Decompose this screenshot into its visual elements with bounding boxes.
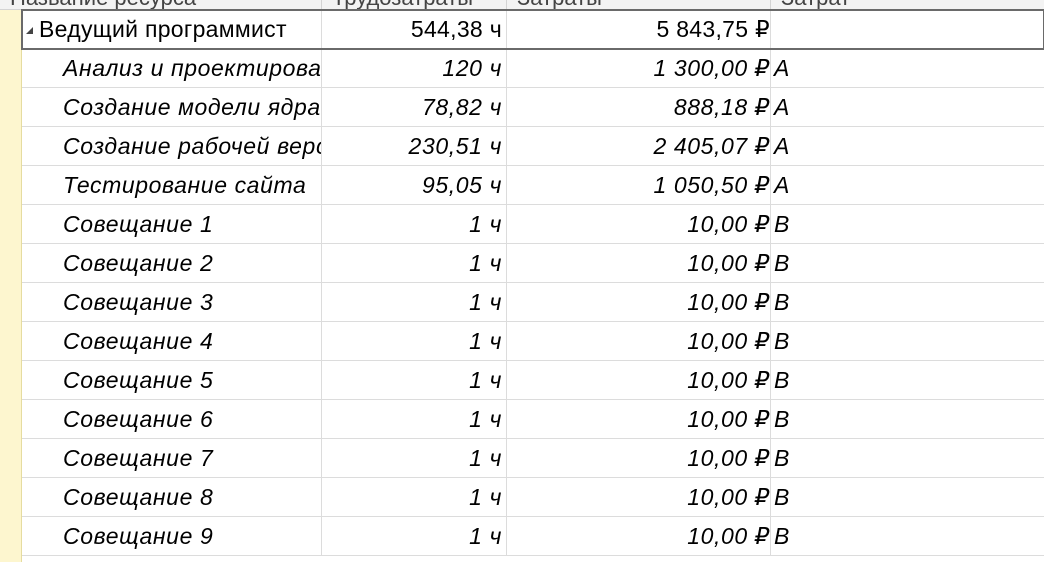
table-row[interactable]: Создание рабочей версии 230,51 ч 2 405,0…: [22, 127, 1044, 166]
accrual-cell[interactable]: B: [774, 328, 790, 354]
cost-cell[interactable]: 10,00 ₽: [507, 439, 771, 478]
column-header-label: Название ресурса: [10, 0, 196, 10]
work-cell[interactable]: 120 ч: [322, 49, 507, 88]
column-header-row: Название ресурса Трудозатраты Затраты За…: [0, 0, 1044, 10]
cost-cell[interactable]: 10,00 ₽: [507, 361, 771, 400]
accrual-cell[interactable]: A: [774, 133, 790, 159]
table-row[interactable]: Совещание 1 1 ч 10,00 ₽ B: [22, 205, 1044, 244]
table-row[interactable]: Совещание 4 1 ч 10,00 ₽ B: [22, 322, 1044, 361]
cost-cell[interactable]: 2 405,07 ₽: [507, 127, 771, 166]
cost-cell[interactable]: 10,00 ₽: [507, 400, 771, 439]
table-row[interactable]: Совещание 3 1 ч 10,00 ₽ B: [22, 283, 1044, 322]
accrual-cell[interactable]: [771, 10, 1044, 49]
row-indicator-column: [0, 10, 22, 562]
table-row[interactable]: Тестирование сайта 95,05 ч 1 050,50 ₽ A: [22, 166, 1044, 205]
accrual-cell[interactable]: B: [774, 484, 790, 510]
cost-cell[interactable]: 10,00 ₽: [507, 244, 771, 283]
column-header-label: Затрат: [781, 0, 850, 10]
table-row[interactable]: Совещание 6 1 ч 10,00 ₽ B: [22, 400, 1044, 439]
table-row[interactable]: Совещание 9 1 ч 10,00 ₽ B: [22, 517, 1044, 556]
task-name-cell[interactable]: Совещание 5: [22, 361, 322, 400]
cost-cell[interactable]: 1 050,50 ₽: [507, 166, 771, 205]
task-name-cell[interactable]: Совещание 8: [22, 478, 322, 517]
column-header-cost[interactable]: Затраты: [507, 0, 771, 10]
cost-cell[interactable]: 10,00 ₽: [507, 478, 771, 517]
accrual-cell[interactable]: B: [774, 367, 790, 393]
work-cell[interactable]: 1 ч: [322, 400, 507, 439]
column-header-work[interactable]: Трудозатраты: [322, 0, 507, 10]
work-cell[interactable]: 1 ч: [322, 283, 507, 322]
work-cell[interactable]: 95,05 ч: [322, 166, 507, 205]
column-header-label: Затраты: [517, 0, 602, 10]
task-name-cell[interactable]: Создание рабочей версии: [22, 127, 322, 166]
accrual-cell[interactable]: A: [774, 55, 790, 81]
column-header-resource-name[interactable]: Название ресурса: [0, 0, 322, 10]
task-name-cell[interactable]: Совещание 7: [22, 439, 322, 478]
work-cell[interactable]: 1 ч: [322, 244, 507, 283]
cost-cell[interactable]: 888,18 ₽: [507, 88, 771, 127]
table-row[interactable]: Анализ и проектирование 120 ч 1 300,00 ₽…: [22, 49, 1044, 88]
task-name-cell[interactable]: Совещание 4: [22, 322, 322, 361]
accrual-cell[interactable]: A: [774, 94, 790, 120]
table-row[interactable]: Создание модели ядра 78,82 ч 888,18 ₽ A: [22, 88, 1044, 127]
column-header-accrual[interactable]: Затрат: [771, 0, 1044, 10]
table-row[interactable]: Совещание 2 1 ч 10,00 ₽ B: [22, 244, 1044, 283]
table-row[interactable]: Совещание 8 1 ч 10,00 ₽ B: [22, 478, 1044, 517]
accrual-cell[interactable]: B: [774, 289, 790, 315]
table-body: Ведущий программист 544,38 ч 5 843,75 ₽ …: [21, 9, 1044, 556]
column-header-label: Трудозатраты: [332, 0, 473, 10]
work-cell[interactable]: 1 ч: [322, 322, 507, 361]
table-row[interactable]: Совещание 5 1 ч 10,00 ₽ B: [22, 361, 1044, 400]
task-name-cell[interactable]: Анализ и проектирование: [22, 49, 322, 88]
task-name-cell[interactable]: Совещание 1: [22, 205, 322, 244]
collapse-triangle-icon[interactable]: [26, 27, 33, 34]
task-name-cell[interactable]: Совещание 9: [22, 517, 322, 556]
cost-cell[interactable]: 5 843,75 ₽: [507, 10, 771, 49]
cost-cell[interactable]: 10,00 ₽: [507, 283, 771, 322]
resource-name-cell[interactable]: Ведущий программист: [22, 10, 322, 49]
cost-cell[interactable]: 10,00 ₽: [507, 205, 771, 244]
task-name-cell[interactable]: Тестирование сайта: [22, 166, 322, 205]
work-cell[interactable]: 544,38 ч: [322, 10, 507, 49]
accrual-cell[interactable]: B: [774, 523, 790, 549]
task-name-cell[interactable]: Совещание 6: [22, 400, 322, 439]
accrual-cell[interactable]: B: [774, 406, 790, 432]
cost-cell[interactable]: 1 300,00 ₽: [507, 49, 771, 88]
work-cell[interactable]: 78,82 ч: [322, 88, 507, 127]
resource-name: Ведущий программист: [39, 16, 287, 42]
task-name-cell[interactable]: Создание модели ядра: [22, 88, 322, 127]
accrual-cell[interactable]: B: [774, 250, 790, 276]
task-name-cell[interactable]: Совещание 2: [22, 244, 322, 283]
accrual-cell[interactable]: B: [774, 445, 790, 471]
work-cell[interactable]: 1 ч: [322, 361, 507, 400]
work-cell[interactable]: 1 ч: [322, 439, 507, 478]
work-cell[interactable]: 1 ч: [322, 478, 507, 517]
summary-row[interactable]: Ведущий программист 544,38 ч 5 843,75 ₽: [21, 9, 1044, 50]
table-row[interactable]: Совещание 7 1 ч 10,00 ₽ B: [22, 439, 1044, 478]
cost-cell[interactable]: 10,00 ₽: [507, 322, 771, 361]
accrual-cell[interactable]: B: [774, 211, 790, 237]
work-cell[interactable]: 230,51 ч: [322, 127, 507, 166]
task-name-cell[interactable]: Совещание 3: [22, 283, 322, 322]
work-cell[interactable]: 1 ч: [322, 205, 507, 244]
cost-cell[interactable]: 10,00 ₽: [507, 517, 771, 556]
work-cell[interactable]: 1 ч: [322, 517, 507, 556]
accrual-cell[interactable]: A: [774, 172, 790, 198]
